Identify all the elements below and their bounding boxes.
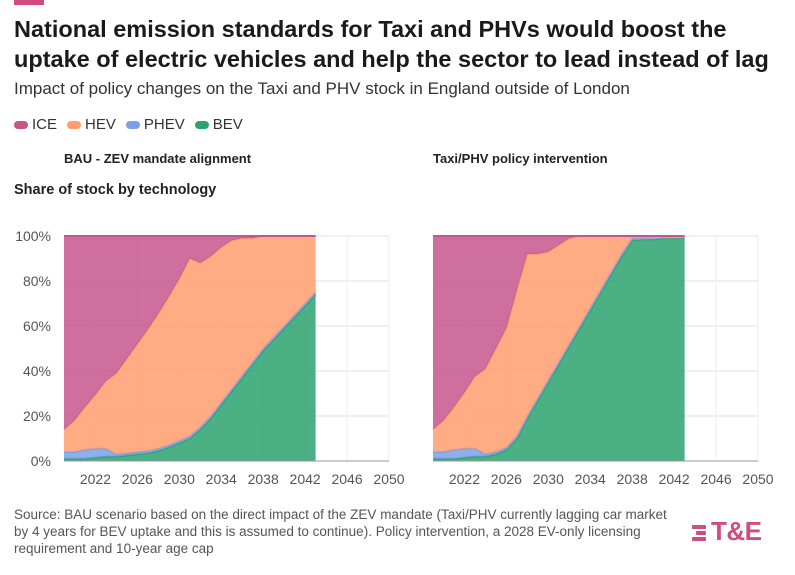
legend-item-ice: ICE xyxy=(14,116,57,133)
x-tick-bau-2042: 2042 xyxy=(290,471,321,487)
legend-item-phev: PHEV xyxy=(125,116,185,133)
legend-swatch-hev xyxy=(67,120,82,129)
legend-swatch-ice xyxy=(14,120,28,129)
x-tick-policy-2046: 2046 xyxy=(700,471,731,487)
y-tick-60%: 60% xyxy=(23,318,51,334)
legend-item-hev: HEV xyxy=(67,116,116,133)
logo-text: T&E xyxy=(711,516,762,546)
x-tick-bau-2034: 2034 xyxy=(206,471,237,487)
y-tick-40%: 40% xyxy=(23,363,51,379)
x-tick-policy-2026: 2026 xyxy=(491,471,522,487)
x-tick-policy-2050: 2050 xyxy=(742,471,773,487)
y-tick-20%: 20% xyxy=(23,408,51,424)
x-tick-bau-2050: 2050 xyxy=(373,471,404,487)
chart-canvas: 2022 2026 2030 2034 2038 2042 2046 2050 0% 20% 40%… xyxy=(15,228,774,487)
legend-label-phev: PHEV xyxy=(143,116,185,133)
y-axis-title: Share of stock by technology xyxy=(14,182,217,198)
x-tick-bau-2030: 2030 xyxy=(164,471,195,487)
y-tick-80%: 80% xyxy=(23,273,51,289)
x-tick-policy-2042: 2042 xyxy=(659,471,690,487)
legend-swatch-phev xyxy=(125,120,140,129)
panel-title-policy: Taxi/PHV policy intervention xyxy=(433,151,608,166)
area-bau-bev xyxy=(64,294,316,461)
x-tick-bau-2026: 2026 xyxy=(122,471,153,487)
y-tick-100%: 100% xyxy=(15,228,51,244)
legend-item-bev: BEV xyxy=(194,116,243,133)
area-bau-ice xyxy=(64,236,316,430)
x-tick-policy-2030: 2030 xyxy=(533,471,564,487)
y-tick-0%: 0% xyxy=(31,453,51,469)
area-policy-hev xyxy=(433,236,685,455)
te-logo: T&E xyxy=(692,516,762,547)
x-tick-policy-2022: 2022 xyxy=(449,471,480,487)
x-tick-bau-2046: 2046 xyxy=(331,471,362,487)
accent-bar xyxy=(14,0,44,5)
area-policy-bev xyxy=(433,238,685,461)
legend-label-ice: ICE xyxy=(32,116,58,133)
x-tick-policy-2038: 2038 xyxy=(617,471,648,487)
area-policy-ice xyxy=(433,236,685,430)
x-tick-bau-2038: 2038 xyxy=(248,471,279,487)
chart-subtitle: Impact of policy changes on the Taxi and… xyxy=(14,79,630,98)
source-note: Source: BAU scenario based on the direct… xyxy=(14,507,667,556)
x-tick-bau-2022: 2022 xyxy=(80,471,111,487)
legend-label-bev: BEV xyxy=(212,116,243,133)
logo-bars-icon xyxy=(692,523,706,543)
chart-title: National emission standards for Taxi and… xyxy=(14,16,769,72)
x-tick-policy-2034: 2034 xyxy=(575,471,606,487)
panel-title-bau: BAU - ZEV mandate alignment xyxy=(64,151,252,166)
legend-swatch-bev xyxy=(194,120,209,129)
area-bau-hev xyxy=(64,236,316,455)
legend-label-hev: HEV xyxy=(85,116,116,133)
legend: ICE HEV PHEV BEV xyxy=(14,116,243,133)
